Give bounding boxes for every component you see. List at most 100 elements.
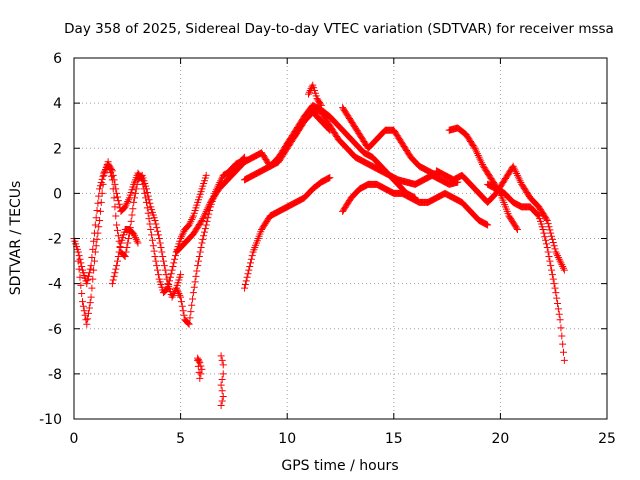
data-point <box>122 201 130 209</box>
data-point <box>206 200 214 208</box>
data-point <box>96 185 104 193</box>
data-point <box>93 207 101 215</box>
data-point <box>151 216 159 224</box>
data-point <box>144 209 152 217</box>
data-point <box>148 231 156 239</box>
data-point <box>177 271 185 279</box>
data-points <box>70 81 568 409</box>
data-point <box>514 173 522 181</box>
data-point <box>179 229 187 237</box>
data-point <box>245 266 253 274</box>
data-point <box>113 189 121 197</box>
data-point <box>192 272 200 280</box>
data-point <box>127 217 135 225</box>
data-point <box>74 248 82 256</box>
data-point <box>219 392 227 400</box>
data-point <box>90 266 98 274</box>
data-point <box>87 293 95 301</box>
data-point <box>145 215 153 223</box>
data-point <box>132 235 140 243</box>
data-point <box>548 232 556 240</box>
data-point <box>160 257 168 265</box>
data-point <box>97 198 105 206</box>
data-point <box>170 259 178 267</box>
data-point <box>187 217 195 225</box>
data-point <box>116 244 124 252</box>
series-sat-track-g <box>283 101 419 202</box>
data-point <box>546 226 554 234</box>
data-point <box>204 204 212 212</box>
data-point <box>554 305 562 313</box>
data-point <box>177 298 185 306</box>
data-point <box>202 207 210 215</box>
data-point <box>560 266 568 274</box>
data-point <box>198 216 206 224</box>
data-point <box>547 229 555 237</box>
series-outliers-b <box>217 352 227 409</box>
data-point <box>86 265 94 273</box>
data-point <box>193 267 201 275</box>
series-sat-track-n <box>305 81 325 109</box>
data-point <box>111 203 119 211</box>
data-point <box>105 161 113 169</box>
data-point <box>90 257 98 265</box>
data-point <box>98 175 106 183</box>
data-point <box>99 172 107 180</box>
data-point <box>203 206 211 214</box>
data-point <box>513 171 521 179</box>
data-point <box>168 266 176 274</box>
data-point <box>155 235 163 242</box>
data-point <box>199 215 207 223</box>
data-point <box>545 253 553 261</box>
data-point <box>557 259 565 267</box>
data-point <box>243 273 251 281</box>
data-point <box>202 171 210 179</box>
data-point <box>84 315 92 323</box>
data-point <box>80 307 88 315</box>
data-point <box>120 252 128 260</box>
data-point <box>308 83 316 91</box>
data-point <box>130 230 138 238</box>
data-point <box>241 281 249 289</box>
data-point <box>83 280 91 288</box>
data-point <box>108 280 116 288</box>
series-sat-track-l <box>432 162 568 274</box>
data-point <box>512 168 520 176</box>
data-point <box>200 228 208 236</box>
data-point <box>74 257 82 265</box>
data-point <box>119 205 127 213</box>
data-point <box>200 211 208 219</box>
data-point <box>148 236 156 244</box>
data-point <box>123 199 131 207</box>
data-point <box>189 295 197 303</box>
data-point <box>246 262 254 270</box>
y-tick-label: -4 <box>48 277 62 293</box>
y-tick-label: 0 <box>53 186 62 202</box>
data-point <box>99 180 107 188</box>
data-point <box>78 290 86 298</box>
data-point <box>152 257 160 265</box>
data-point <box>471 144 479 152</box>
data-point <box>326 174 334 182</box>
data-point <box>76 273 84 281</box>
data-point <box>553 250 561 258</box>
data-point <box>200 232 208 240</box>
data-point <box>219 370 227 378</box>
data-point <box>177 235 185 242</box>
data-point <box>162 286 170 294</box>
data-point <box>183 318 191 326</box>
data-point <box>194 262 202 270</box>
data-point <box>194 356 202 364</box>
series-sat-track-i <box>339 180 492 229</box>
data-point <box>551 284 559 292</box>
data-point <box>552 248 560 256</box>
data-point <box>517 179 525 187</box>
data-point <box>145 196 153 204</box>
data-point <box>81 311 89 319</box>
data-point <box>171 252 179 260</box>
data-point <box>84 276 92 284</box>
data-point <box>188 216 196 224</box>
data-point <box>546 257 554 265</box>
data-point <box>475 153 483 161</box>
data-point <box>556 316 564 324</box>
